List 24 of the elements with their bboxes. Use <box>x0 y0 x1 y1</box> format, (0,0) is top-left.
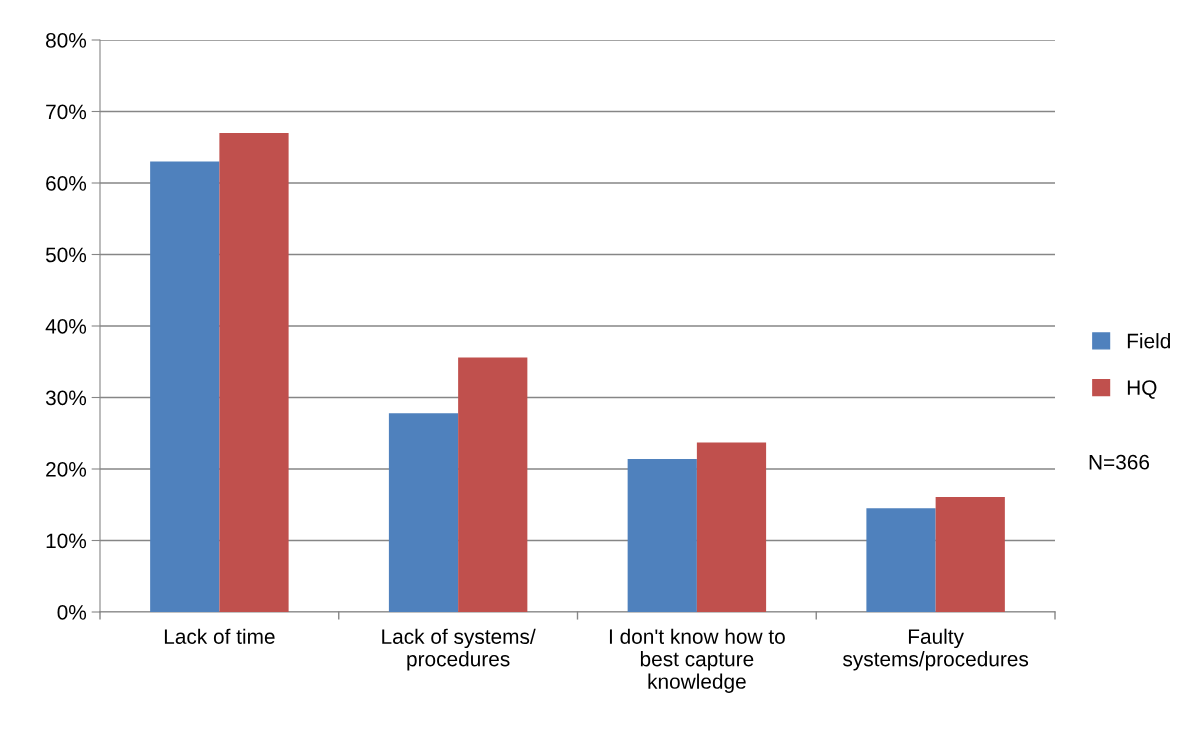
x-tick-label: I don't know how to best capture knowledge <box>609 628 785 693</box>
y-tick-label: 10% <box>46 533 87 549</box>
text: N=366 <box>1089 454 1150 470</box>
bar <box>866 508 936 612</box>
legend-label: Field <box>1127 333 1170 349</box>
x-tick-label: Lack of systems/ procedures <box>382 628 536 671</box>
bar <box>150 161 220 612</box>
y-tick-label: 0% <box>57 605 87 620</box>
y-tick-label: 60% <box>46 176 87 191</box>
y-tick-label: 80% <box>46 33 87 48</box>
bar <box>627 458 697 612</box>
y-tick-label: 20% <box>46 462 87 477</box>
bar <box>219 132 289 612</box>
y-tick-label: 30% <box>45 390 87 406</box>
x-tick-label: Faulty systems/procedures <box>843 628 1029 671</box>
legend-label: HQ <box>1127 380 1157 399</box>
y-tick-label: 40% <box>45 319 87 334</box>
y-tick-label: 50% <box>45 247 87 263</box>
x-tick-label: Lack of time <box>164 628 275 644</box>
bar <box>388 413 459 612</box>
y-tick-label: 70% <box>46 104 87 120</box>
bar <box>935 496 1005 612</box>
bar <box>696 442 767 612</box>
bar <box>458 357 528 612</box>
